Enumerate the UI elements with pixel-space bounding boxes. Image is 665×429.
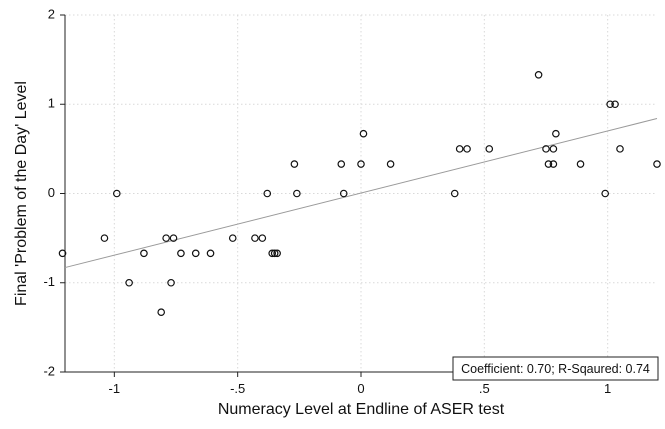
data-point-36 (576, 160, 585, 168)
data-point-30 (534, 70, 543, 79)
y-tick-label-2: 0 (48, 185, 55, 200)
data-point-18 (273, 249, 281, 258)
data-point-32 (544, 160, 553, 168)
data-point-11 (206, 249, 215, 258)
annotation-frame (452, 356, 659, 381)
data-points (58, 70, 661, 317)
data-point-20 (293, 189, 301, 198)
data-point-9 (177, 249, 185, 258)
data-point-2 (113, 189, 121, 198)
data-point-19 (290, 160, 299, 168)
data-point-5 (157, 308, 166, 317)
tick-labels: -1 -.5 0 .5 1 -2 -1 0 1 2 (43, 6, 611, 396)
data-point-27 (455, 145, 464, 153)
data-point-37 (601, 189, 610, 198)
x-tick-label-3: .5 (479, 381, 490, 396)
data-point-1 (100, 234, 109, 242)
data-point-40 (616, 145, 624, 153)
data-point-34 (549, 145, 558, 153)
data-point-3 (125, 278, 133, 287)
x-axis-title: Numeracy Level at Endline of ASER test (218, 401, 505, 418)
data-point-31 (542, 145, 550, 153)
data-point-38 (606, 100, 614, 109)
data-point-6 (162, 234, 170, 242)
annotation-text: Coefficient: 0.70; R-Sqaured: 0.74 (461, 362, 650, 376)
axes (60, 14, 657, 377)
y-tick-label-1: -1 (43, 274, 55, 289)
data-point-12 (228, 234, 237, 242)
x-tick-label-1: -.5 (230, 381, 245, 396)
data-point-25 (386, 160, 395, 168)
data-point-17 (270, 249, 279, 258)
x-tick-label-2: 0 (357, 381, 364, 396)
data-point-10 (191, 249, 200, 258)
data-point-21 (337, 160, 346, 168)
data-point-14 (258, 234, 267, 242)
data-point-28 (463, 145, 471, 153)
y-tick-label-4: 2 (48, 6, 55, 21)
data-point-22 (339, 189, 348, 198)
y-tick-label-3: 1 (48, 96, 55, 111)
data-point-13 (251, 234, 259, 242)
data-point-7 (167, 278, 175, 287)
data-point-0 (58, 249, 67, 258)
y-tick-label-0: -2 (43, 363, 55, 378)
data-point-15 (263, 189, 272, 198)
data-point-8 (169, 234, 178, 242)
x-tick-label-4: 1 (604, 381, 611, 396)
data-point-41 (653, 160, 661, 168)
fit-line (64, 118, 658, 269)
y-axis-title: Final 'Problem of the Day' Level (13, 81, 30, 306)
data-point-26 (450, 189, 459, 198)
data-point-29 (485, 145, 494, 153)
data-point-16 (268, 249, 277, 258)
data-point-39 (611, 100, 619, 109)
data-point-35 (552, 129, 560, 138)
annotation-box: Coefficient: 0.70; R-Sqaured: 0.74 (452, 356, 659, 381)
x-tick-label-0: -1 (109, 381, 121, 396)
data-point-24 (359, 129, 368, 138)
fit-line-group (64, 118, 658, 269)
data-point-33 (549, 160, 558, 168)
data-point-4 (140, 249, 148, 258)
data-point-23 (357, 160, 365, 168)
